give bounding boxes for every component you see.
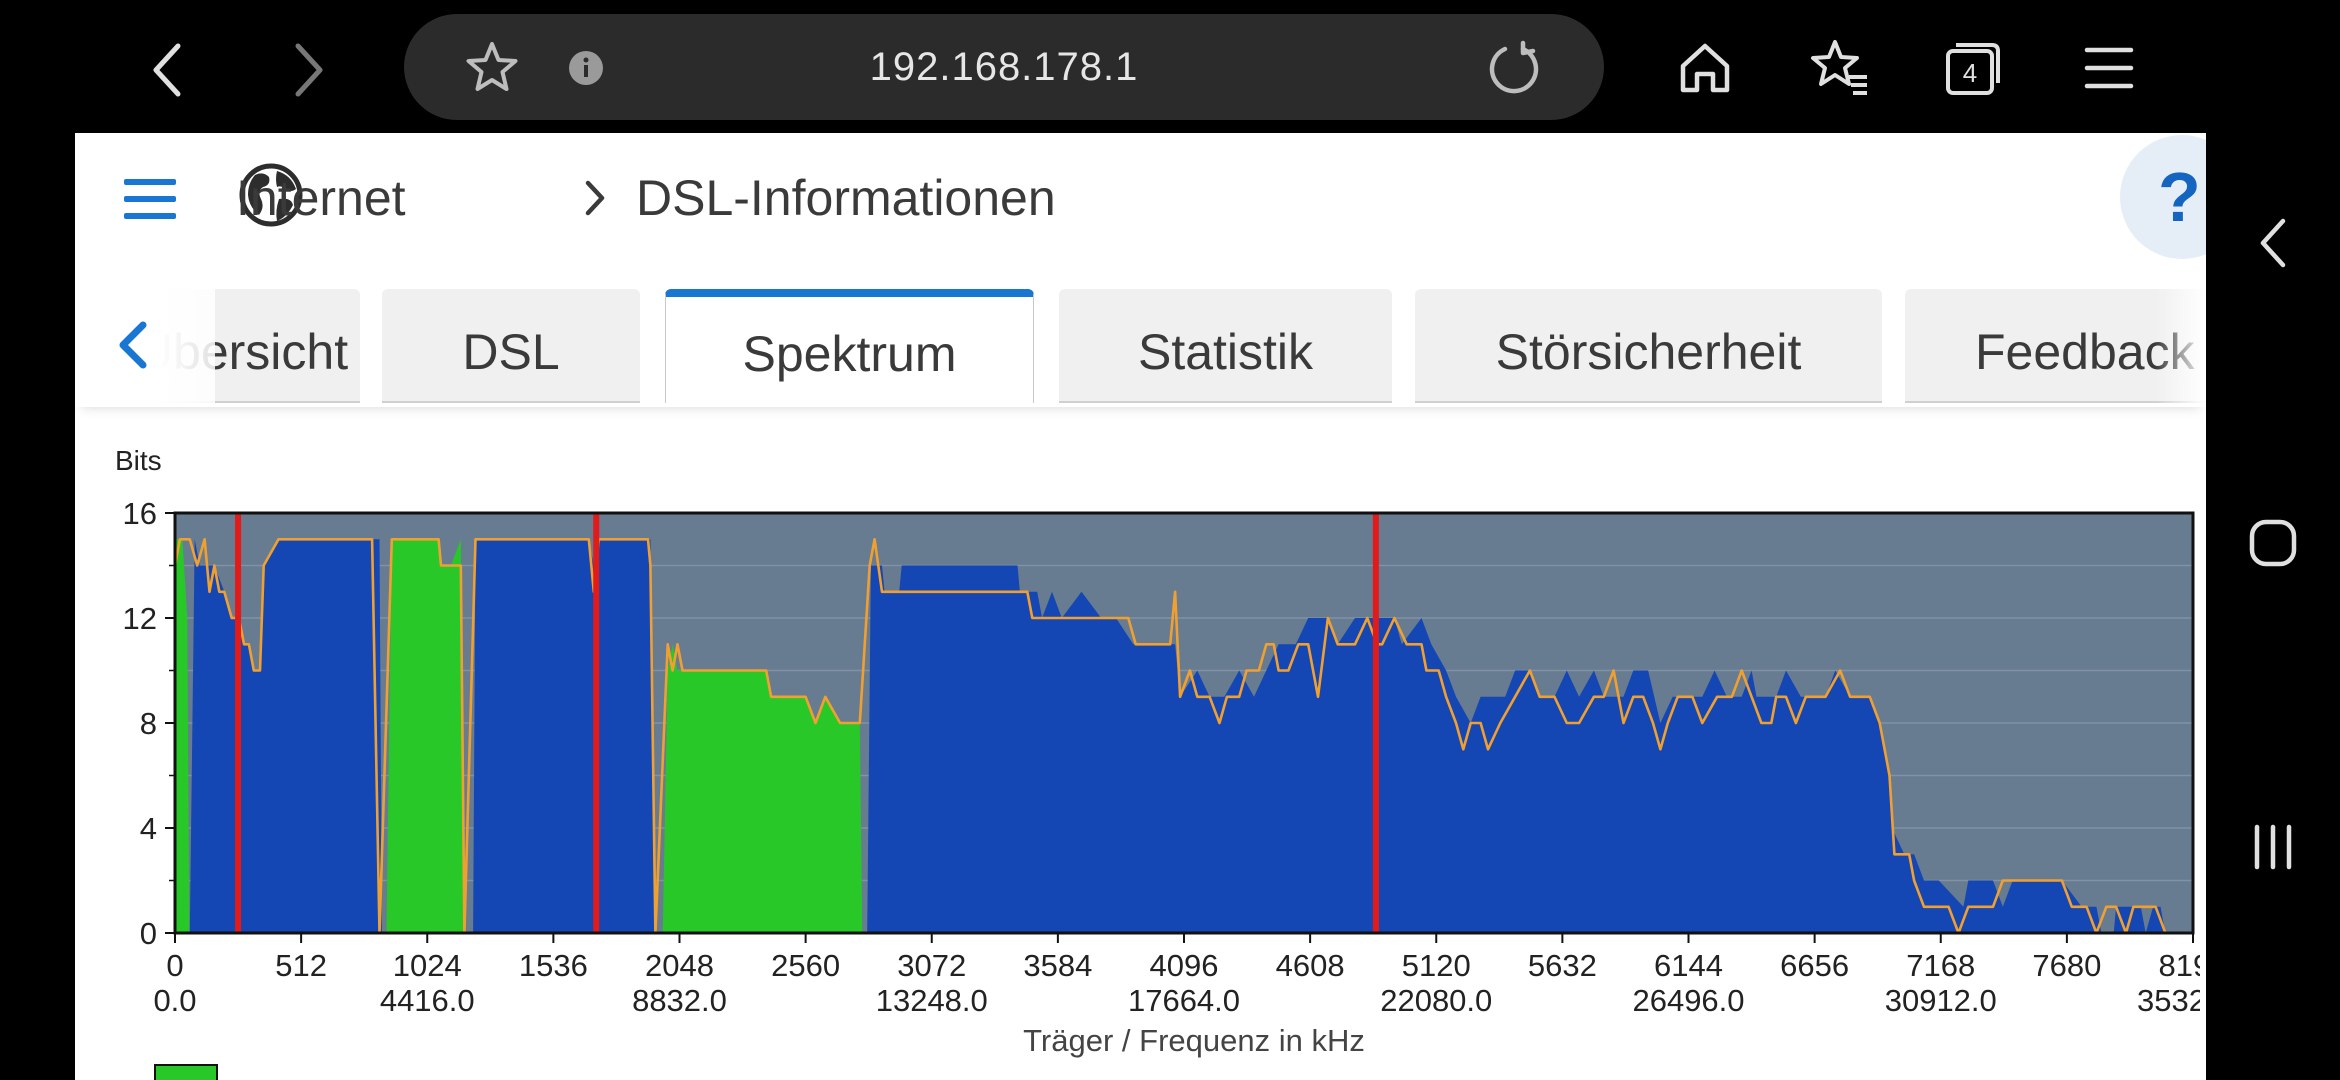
address-bar[interactable]: 192.168.178.1 xyxy=(404,14,1604,120)
x-tick-label-frequency: 4416.0 xyxy=(380,983,475,1018)
system-home-button[interactable] xyxy=(2233,503,2313,583)
back-button[interactable] xyxy=(128,30,208,110)
menu-icon xyxy=(2084,47,2134,89)
chevron-left-icon xyxy=(119,321,147,369)
x-tick-label-carrier: 7680 xyxy=(2032,948,2101,983)
menu-button[interactable] xyxy=(2074,33,2144,103)
page-title: DSL-Informationen xyxy=(636,170,1056,226)
y-tick-label: 0 xyxy=(140,916,157,951)
upstream-area xyxy=(175,539,863,933)
recents-icon xyxy=(2254,824,2292,870)
right-edge-mask xyxy=(2200,423,2206,1080)
reload-button[interactable] xyxy=(1484,38,1544,98)
x-tick-label-carrier: 7168 xyxy=(1906,948,1975,983)
home-square-icon xyxy=(2249,519,2297,567)
tab-scroll-fade xyxy=(2155,283,2206,407)
downstream-area xyxy=(189,539,2166,933)
forward-button[interactable] xyxy=(268,30,348,110)
max-bits-line xyxy=(175,538,2167,933)
system-back-button[interactable] xyxy=(2233,203,2313,283)
bookmarks-button[interactable] xyxy=(1805,33,1875,103)
x-tick-label-frequency: 30912.0 xyxy=(1885,983,1997,1018)
x-tick-label-carrier: 3072 xyxy=(897,948,966,983)
x-tick-label-carrier: 4096 xyxy=(1150,948,1219,983)
star-outline-icon xyxy=(466,42,518,91)
x-tick-label-carrier: 8192 xyxy=(2159,948,2206,983)
tab-scroll-left-button[interactable] xyxy=(75,283,215,407)
x-tick-label-carrier: 6656 xyxy=(1780,948,1849,983)
x-tick-label-carrier: 3584 xyxy=(1023,948,1092,983)
x-tick-label-carrier: 5632 xyxy=(1528,948,1597,983)
tab-spektrum[interactable]: Spektrum xyxy=(665,289,1034,403)
y-tick-label: 4 xyxy=(140,811,157,846)
y-tick-label: 12 xyxy=(123,601,157,636)
system-navigation-bar xyxy=(2206,0,2340,1080)
x-axis-label: Träger / Frequenz in kHz xyxy=(1023,1023,1365,1058)
tab-stoersicherheit[interactable]: Störsicherheit xyxy=(1415,289,1882,403)
x-tick-label-frequency: 0.0 xyxy=(153,983,196,1018)
legend-swatch-upstream xyxy=(154,1064,218,1080)
help-button[interactable]: ? xyxy=(2120,135,2206,259)
back-chevron-icon xyxy=(2260,218,2286,268)
x-tick-label-carrier: 1024 xyxy=(393,948,462,983)
x-tick-label-carrier: 1536 xyxy=(519,948,588,983)
reload-icon xyxy=(1489,40,1539,94)
x-tick-label-frequency: 22080.0 xyxy=(1380,983,1492,1018)
plot-series xyxy=(175,513,2167,933)
x-tick-label-carrier: 2560 xyxy=(771,948,840,983)
x-tick-label-carrier: 2048 xyxy=(645,948,714,983)
bookmark-list-icon xyxy=(1811,40,1867,95)
tab-dsl[interactable]: DSL xyxy=(382,289,640,403)
tab-statistik[interactable]: Statistik xyxy=(1059,289,1392,403)
x-tick-label-carrier: 5120 xyxy=(1402,948,1471,983)
browser-toolbar: 192.168.178.1 4 xyxy=(0,0,2206,133)
x-tick-label-carrier: 6144 xyxy=(1654,948,1723,983)
chevron-left-icon xyxy=(153,43,181,97)
tab-switcher-button[interactable]: 4 xyxy=(1938,33,2008,103)
hamburger-icon xyxy=(124,179,176,219)
tab-bar: Übersicht DSL Spektrum Statistik Störsic… xyxy=(75,283,2206,407)
y-tick-label: 16 xyxy=(123,496,157,531)
x-tick-label-frequency: 35328.0 xyxy=(2137,983,2206,1018)
chevron-right-icon xyxy=(295,43,323,97)
tabs-icon: 4 xyxy=(1946,43,2000,95)
system-recents-button[interactable] xyxy=(2233,807,2313,887)
x-tick-label-carrier: 0 xyxy=(166,948,183,983)
home-button[interactable] xyxy=(1670,33,1740,103)
tab-count: 4 xyxy=(1963,58,1977,88)
x-tick-label-frequency: 13248.0 xyxy=(876,983,988,1018)
globe-icon xyxy=(235,159,307,231)
web-page: Internet DSL-Informationen ? Übersicht D… xyxy=(75,133,2206,1080)
main-menu-button[interactable] xyxy=(120,169,180,229)
y-axis-label: Bits xyxy=(115,445,162,476)
x-tick-label-frequency: 17664.0 xyxy=(1128,983,1240,1018)
y-tick-label: 8 xyxy=(140,706,157,741)
x-tick-label-carrier: 4608 xyxy=(1276,948,1345,983)
home-icon xyxy=(1680,43,1730,93)
x-tick-label-frequency: 26496.0 xyxy=(1632,983,1744,1018)
site-info-button[interactable] xyxy=(556,38,616,98)
spectrum-chart: Bits 0 4 8 12 16 0 512 1024 1536 2048 2560 3072 3584 4… xyxy=(115,423,2206,1080)
bookmark-star-button[interactable] xyxy=(462,38,522,98)
url-text[interactable]: 192.168.178.1 xyxy=(869,45,1139,89)
info-icon xyxy=(569,51,603,85)
x-tick-label-frequency: 8832.0 xyxy=(632,983,727,1018)
page-header: Internet DSL-Informationen ? xyxy=(75,133,2206,265)
breadcrumb-separator-icon xyxy=(580,173,620,223)
x-tick-label-carrier: 512 xyxy=(275,948,327,983)
